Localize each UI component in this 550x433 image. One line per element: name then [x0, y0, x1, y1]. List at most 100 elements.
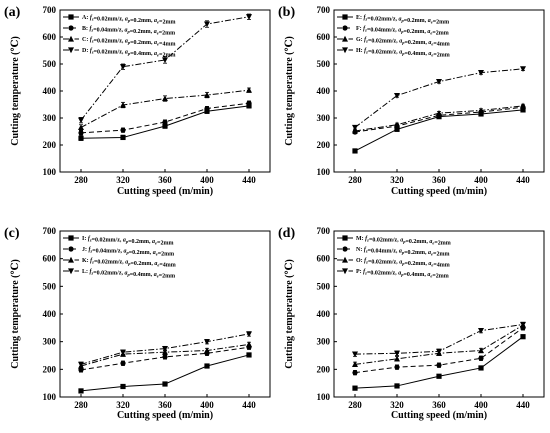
legend-marker — [68, 35, 74, 42]
legend-entry: N: fz=0.04mm/z, ap=0.2mm, ae=2mm — [356, 247, 449, 258]
y-tick-label: 600 — [317, 32, 331, 42]
panel-label: (b) — [278, 5, 295, 20]
legend-marker — [68, 268, 74, 275]
y-tick-label: 600 — [43, 254, 57, 264]
data-point — [162, 123, 168, 129]
data-point — [162, 57, 168, 64]
x-tick-label: 320 — [116, 175, 130, 185]
series-2 — [78, 100, 252, 136]
data-point — [162, 348, 168, 355]
series-line — [354, 324, 524, 365]
data-point — [204, 339, 210, 345]
legend-marker — [68, 256, 74, 263]
legend-marker — [342, 256, 348, 263]
series-4 — [352, 321, 526, 358]
y-tick-label: 400 — [43, 86, 57, 96]
data-point — [394, 350, 400, 357]
data-point — [162, 345, 168, 352]
data-point — [478, 347, 484, 354]
legend-entry: M: fz=0.02mm/z, ap=0.2mm, ae=2mm — [356, 236, 451, 247]
legend-marker — [68, 47, 74, 54]
x-tick-label: 360 — [432, 400, 446, 410]
data-point — [436, 109, 442, 116]
legend-marker — [342, 25, 348, 31]
data-point — [246, 14, 252, 20]
data-point — [78, 124, 84, 131]
data-point — [246, 341, 252, 348]
legend-marker — [342, 14, 348, 20]
y-tick-label: 500 — [43, 59, 57, 69]
series-line — [354, 336, 524, 389]
data-point — [120, 127, 126, 133]
data-point — [246, 103, 252, 109]
legend-marker — [342, 235, 348, 241]
panel-label: (a) — [4, 5, 21, 20]
x-tick-label: 280 — [348, 175, 362, 185]
x-tick-label: 320 — [390, 400, 404, 410]
data-point — [436, 373, 442, 379]
data-point — [352, 361, 358, 367]
x-tick-label: 440 — [516, 400, 530, 410]
y-tick-label: 500 — [43, 281, 57, 291]
data-point — [78, 135, 84, 141]
y-tick-label: 400 — [317, 86, 331, 96]
legend-entry: J: fz=0.04mm/z, ap=0.2mm, ae=2mm — [82, 247, 174, 258]
data-point — [478, 328, 484, 334]
x-tick-label: 360 — [432, 175, 446, 185]
y-tick-label: 700 — [43, 5, 57, 15]
data-point — [204, 105, 210, 112]
data-point — [204, 21, 210, 28]
chart-panel-2: 100 200 300 400 500 600 700 280 320 360 400 440 Cutt… — [278, 5, 545, 197]
y-tick-label: 100 — [43, 167, 57, 177]
x-tick-label: 280 — [74, 400, 88, 410]
data-point — [78, 117, 84, 124]
data-point — [246, 86, 252, 93]
x-tick-label: 440 — [242, 400, 256, 410]
data-point — [162, 119, 168, 125]
data-point — [520, 107, 526, 113]
legend-entry: P: fz=0.02mm/z, ap=0.4mm, ae=2mm — [356, 269, 449, 280]
data-point — [204, 108, 210, 114]
data-point — [478, 70, 484, 76]
series-2 — [352, 104, 526, 135]
y-tick-label: 700 — [317, 226, 331, 236]
y-axis-label: Cutting temperature (℃) — [10, 36, 21, 146]
y-tick-label: 200 — [317, 140, 331, 150]
series-line — [80, 89, 250, 128]
data-point — [78, 130, 84, 136]
y-tick-label: 300 — [43, 113, 57, 123]
data-point — [352, 124, 358, 131]
x-tick-label: 360 — [158, 400, 172, 410]
data-point — [478, 365, 484, 371]
y-tick-label: 700 — [317, 5, 331, 15]
legend-entry: C: fz=0.02mm/z, ap=0.2mm, ae=4mm — [82, 37, 175, 48]
data-point — [78, 388, 84, 394]
data-point — [394, 364, 400, 370]
legend-marker — [342, 268, 348, 275]
y-axis-label: Cutting temperature (℃) — [284, 259, 295, 369]
panel-label: (d) — [278, 226, 295, 241]
legend-marker — [68, 25, 74, 31]
data-point — [394, 121, 400, 128]
y-tick-label: 400 — [43, 309, 57, 319]
legend-marker — [342, 246, 348, 252]
data-point — [246, 100, 252, 106]
legend-entry: G: fz=0.02mm/z, ap=0.2mm, ae=4mm — [356, 37, 450, 48]
data-point — [520, 321, 526, 328]
data-point — [394, 126, 400, 132]
data-point — [246, 352, 252, 358]
data-point — [204, 363, 210, 369]
series-4 — [352, 66, 526, 131]
x-tick-label: 320 — [116, 400, 130, 410]
x-tick-label: 440 — [242, 175, 256, 185]
x-tick-label: 400 — [474, 175, 488, 185]
legend-marker — [68, 235, 74, 241]
y-tick-label: 100 — [43, 392, 57, 402]
y-tick-label: 100 — [317, 392, 331, 402]
legend-entry: F: fz=0.04mm/z, ap=0.2mm, ae=2mm — [356, 26, 449, 37]
data-point — [436, 78, 442, 85]
